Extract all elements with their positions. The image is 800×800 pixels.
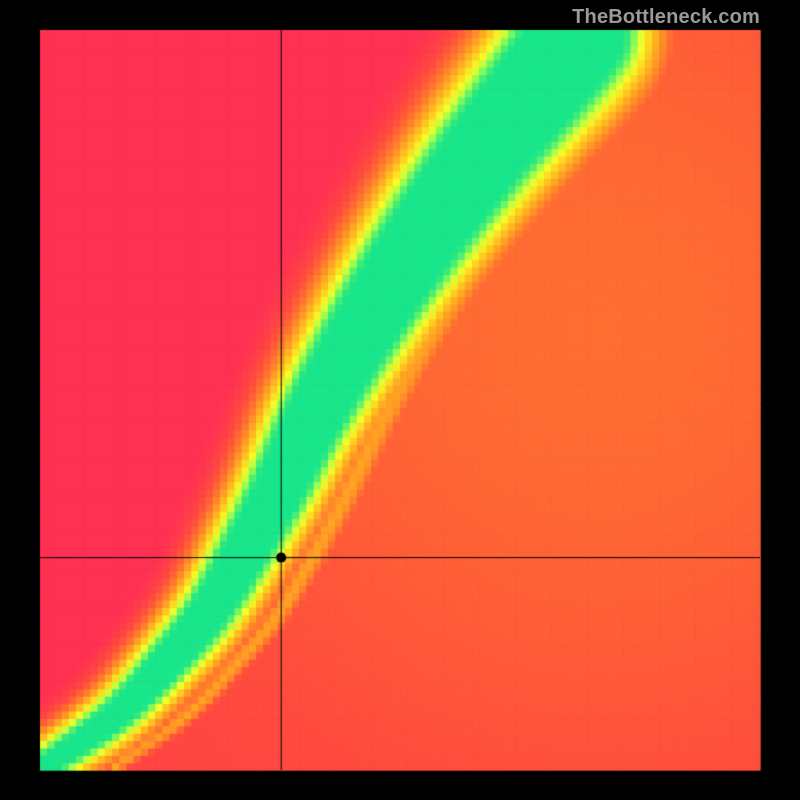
bottleneck-heatmap-canvas	[0, 0, 800, 800]
watermark-text: TheBottleneck.com	[572, 6, 760, 29]
